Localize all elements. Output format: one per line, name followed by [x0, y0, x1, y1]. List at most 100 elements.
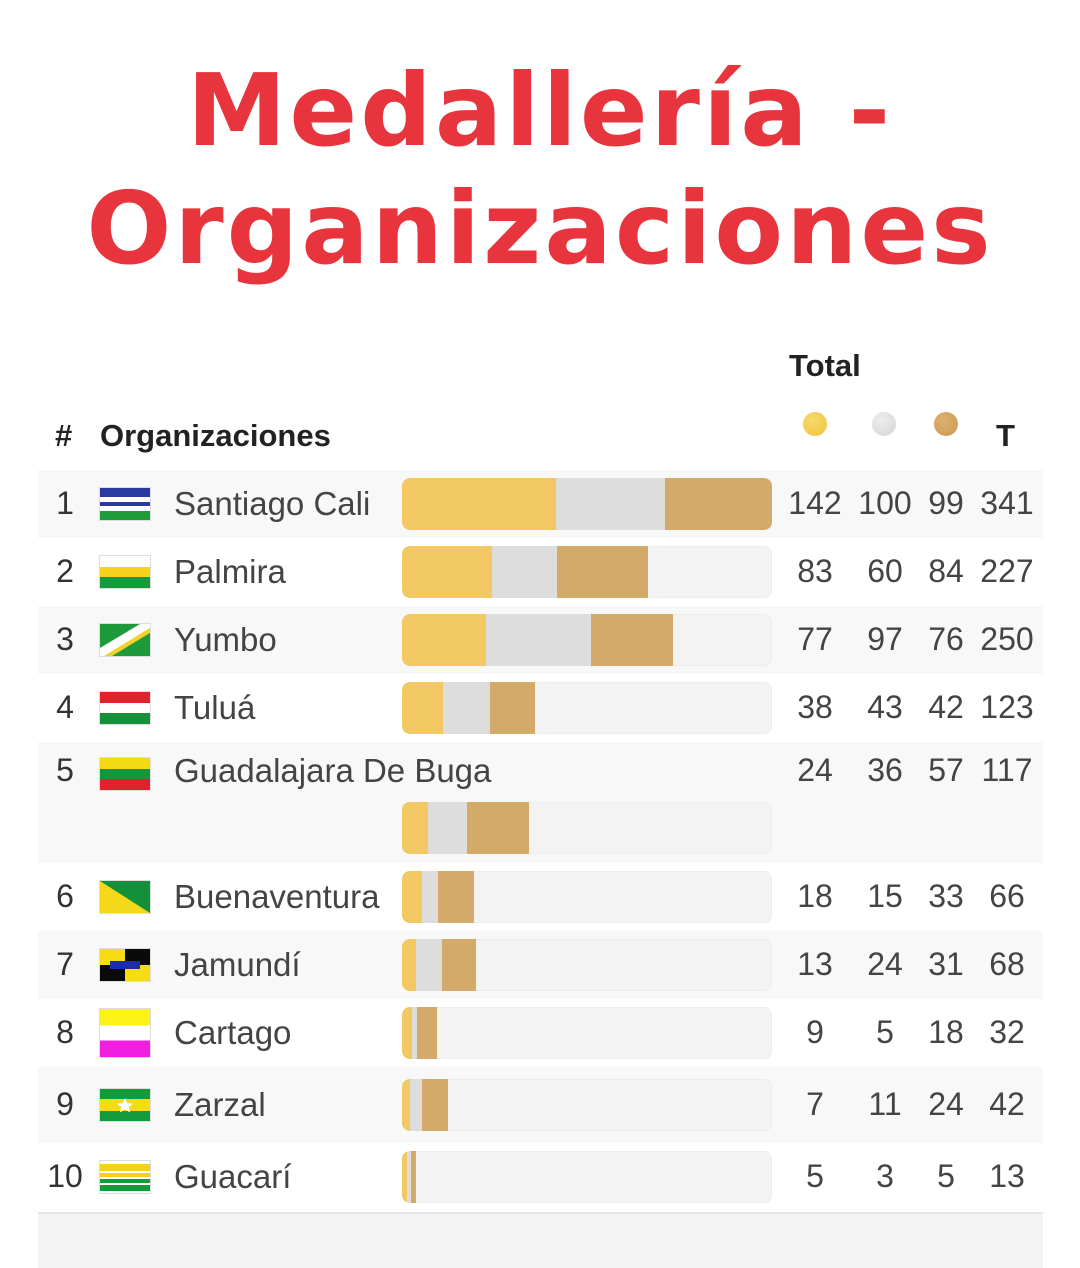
flag-jamundi-icon [100, 949, 150, 981]
silver-count: 97 [867, 621, 903, 657]
gold-bar-segment [402, 1151, 408, 1203]
bronze-medal-icon[interactable] [934, 412, 958, 436]
silver-bar-segment [421, 871, 438, 923]
silver-medal-icon[interactable] [872, 412, 896, 436]
medal-bar [402, 1007, 772, 1059]
table-row[interactable]: 9 Zarzal 7 11 24 42 [38, 1067, 1043, 1143]
silver-bar-segment [443, 682, 490, 734]
silver-bar-segment [485, 614, 591, 666]
silver-count: 15 [867, 878, 903, 914]
table-divider [38, 1212, 1043, 1214]
table-footer [38, 1214, 1043, 1268]
total-count: 123 [980, 689, 1034, 725]
organization-name[interactable]: Palmira [174, 553, 286, 590]
rank-number: 5 [56, 752, 74, 788]
gold-count: 5 [806, 1158, 824, 1194]
total-column-header: Total [789, 348, 861, 383]
silver-bar-segment [428, 802, 468, 854]
silver-count: 24 [867, 946, 903, 982]
bronze-bar-segment [417, 1007, 437, 1059]
table-row[interactable]: 7 Jamundí 13 24 31 68 [38, 931, 1043, 999]
bronze-bar-segment [467, 802, 529, 854]
gold-count: 7 [806, 1086, 824, 1122]
table-row[interactable]: 6 Buenaventura 18 15 33 66 [38, 863, 1043, 931]
bronze-bar-segment [557, 546, 649, 598]
table-row[interactable]: 3 Yumbo 77 97 76 250 [38, 606, 1043, 674]
bronze-bar-segment [489, 682, 536, 734]
rank-number: 1 [56, 485, 74, 521]
silver-bar-segment [411, 1007, 418, 1059]
gold-bar-segment [402, 478, 557, 530]
silver-count: 5 [876, 1014, 894, 1050]
bronze-count: 84 [928, 553, 964, 589]
total-count: 117 [981, 752, 1033, 788]
organization-name[interactable]: Zarzal [174, 1086, 266, 1123]
gold-count: 13 [797, 946, 833, 982]
medal-bar [402, 802, 772, 854]
organization-name[interactable]: Cartago [174, 1014, 292, 1051]
table-row[interactable]: 5 Guadalajara De Buga 24 36 57 117 [38, 742, 1043, 863]
silver-bar-segment [409, 1079, 422, 1131]
silver-bar-segment [416, 939, 443, 991]
table-row[interactable]: 8 Cartago 9 5 18 32 [38, 999, 1043, 1067]
gold-bar-segment [402, 682, 444, 734]
gold-bar-segment [402, 1007, 412, 1059]
medal-bar [402, 1079, 772, 1131]
organization-name[interactable]: Santiago Cali [174, 485, 371, 522]
medal-bar [402, 614, 772, 666]
organization-name[interactable]: Jamundí [174, 946, 301, 983]
silver-count: 36 [867, 752, 903, 788]
flag-guacari-icon [100, 1161, 150, 1193]
gold-bar-segment [402, 802, 429, 854]
medal-table: 1 Santiago Cali 142 100 99 341 2 Palmira 83 60 84 2… [38, 470, 1043, 1211]
total-sum-column-header[interactable]: T [996, 418, 1015, 453]
silver-count: 3 [876, 1158, 894, 1194]
rank-number: 8 [56, 1014, 74, 1050]
rank-number: 4 [56, 689, 74, 725]
flag-tulua-icon [100, 692, 150, 724]
rank-number: 6 [56, 878, 74, 914]
gold-count: 9 [806, 1014, 824, 1050]
silver-count: 43 [867, 689, 903, 725]
bronze-count: 33 [928, 878, 964, 914]
gold-bar-segment [402, 1079, 410, 1131]
organization-column-header[interactable]: Organizaciones [100, 418, 331, 453]
total-count: 68 [989, 946, 1025, 982]
total-count: 341 [980, 485, 1034, 521]
gold-count: 18 [797, 878, 833, 914]
medal-bar [402, 682, 772, 734]
organization-name[interactable]: Guadalajara De Buga [174, 752, 492, 789]
flag-buenaventura-icon [100, 881, 150, 913]
flag-zarzal-icon [100, 1089, 150, 1121]
total-count: 250 [980, 621, 1034, 657]
bronze-bar-segment [664, 478, 772, 530]
organization-name[interactable]: Tuluá [174, 689, 256, 726]
gold-count: 77 [797, 621, 833, 657]
table-row[interactable]: 2 Palmira 83 60 84 227 [38, 538, 1043, 606]
organization-name[interactable]: Yumbo [174, 621, 277, 658]
bronze-bar-segment [437, 871, 474, 923]
gold-bar-segment [402, 939, 417, 991]
organization-name[interactable]: Guacarí [174, 1158, 292, 1195]
rank-number: 3 [56, 621, 74, 657]
flag-cartago-icon [100, 1009, 150, 1057]
bronze-count: 76 [928, 621, 964, 657]
page-title: Medallería - Organizaciones [86, 52, 994, 287]
flag-buga-icon [100, 758, 150, 790]
total-count: 227 [980, 553, 1034, 589]
gold-count: 142 [788, 485, 842, 521]
gold-medal-icon[interactable] [803, 412, 827, 436]
table-row[interactable]: 4 Tuluá 38 43 42 123 [38, 674, 1043, 742]
organization-name[interactable]: Buenaventura [174, 878, 380, 915]
gold-count: 83 [797, 553, 833, 589]
bronze-bar-segment [410, 1151, 417, 1203]
table-row[interactable]: 10 Guacarí 5 3 5 13 [38, 1143, 1043, 1211]
medal-bar [402, 871, 772, 923]
silver-bar-segment [556, 478, 665, 530]
silver-bar-segment [407, 1151, 411, 1203]
bronze-count: 24 [928, 1086, 964, 1122]
rank-number: 2 [56, 553, 74, 589]
total-count: 42 [989, 1086, 1025, 1122]
rank-number: 7 [56, 946, 74, 982]
table-row[interactable]: 1 Santiago Cali 142 100 99 341 [38, 470, 1043, 538]
